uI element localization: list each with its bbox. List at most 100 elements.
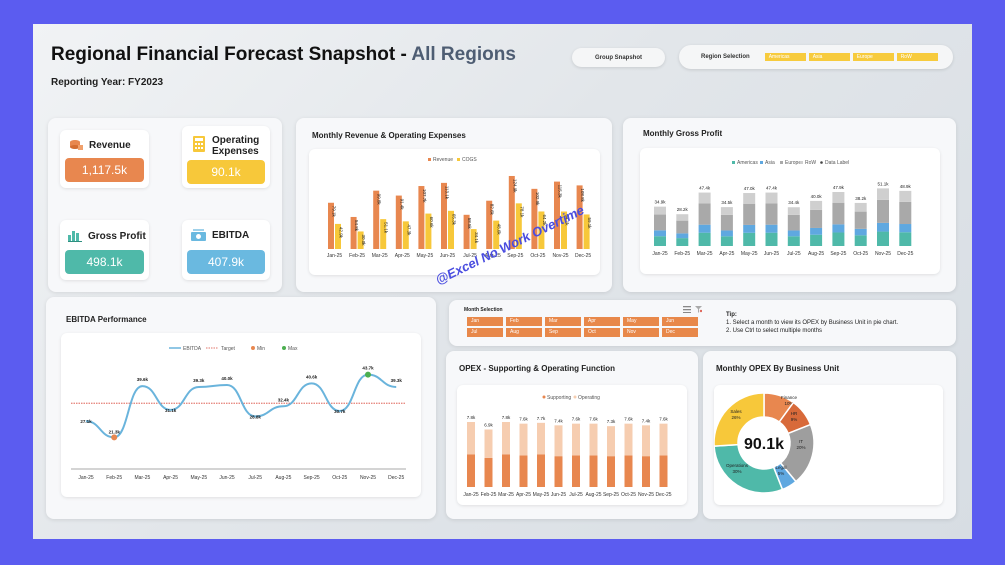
gp-americas-segment bbox=[854, 235, 867, 246]
month-button-sep[interactable]: Sep bbox=[545, 328, 581, 337]
kpi-ebitda-value: 407.9k bbox=[187, 250, 265, 274]
x-tick-label: Jun-25 bbox=[764, 251, 780, 257]
ebitda-data-label: 39.6k bbox=[137, 377, 149, 382]
gp-europe-segment bbox=[877, 199, 889, 223]
month-button-jan[interactable]: Jan bbox=[467, 317, 503, 326]
x-tick-label: Jan-25 bbox=[652, 251, 668, 257]
gp-asia-segment bbox=[877, 222, 889, 232]
month-button-nov[interactable]: Nov bbox=[623, 328, 659, 337]
gp-americas-segment bbox=[720, 236, 733, 246]
legend-revenue-label: Revenue bbox=[433, 157, 453, 163]
kpi-gross-profit: Gross Profit 498.1k bbox=[60, 220, 149, 280]
max-marker bbox=[365, 371, 371, 378]
month-button-apr[interactable]: Apr bbox=[584, 317, 620, 326]
cogs-bar bbox=[357, 231, 364, 249]
revenue-data-label: 102.9k bbox=[535, 192, 540, 206]
region-asia[interactable]: Asia bbox=[808, 53, 850, 61]
x-tick-label: Sep-25 bbox=[507, 253, 523, 259]
revenue-data-label: 54.8k bbox=[354, 220, 359, 232]
revenue-bar bbox=[395, 195, 402, 249]
opex-total-label: 7.6k bbox=[624, 417, 633, 422]
x-tick-label: Jun-25 bbox=[219, 475, 235, 481]
x-tick-label: May-25 bbox=[417, 253, 434, 259]
operating-segment bbox=[537, 422, 545, 455]
legend-label: Data Label bbox=[825, 160, 849, 166]
group-snapshot-button[interactable]: Group Snapshot bbox=[572, 48, 665, 67]
slice-name-label: HR bbox=[791, 411, 798, 416]
region-europe[interactable]: Europe bbox=[852, 53, 894, 61]
opex-total-label: 7.6k bbox=[519, 417, 528, 422]
gp-total-label: 51.1k bbox=[877, 181, 889, 186]
opex-total-label: 7.6k bbox=[572, 417, 581, 422]
kpi-revenue-value: 1,117.5k bbox=[65, 158, 144, 182]
gp-row-segment bbox=[854, 202, 867, 212]
revenue-data-label: 113.1k bbox=[445, 186, 450, 200]
x-tick-label: Oct-25 bbox=[621, 492, 636, 498]
supporting-segment bbox=[502, 454, 510, 487]
supporting-segment bbox=[484, 457, 493, 487]
x-tick-label: Mar-25 bbox=[498, 492, 514, 498]
month-button-mar[interactable]: Mar bbox=[545, 317, 581, 326]
month-button-may[interactable]: May bbox=[623, 317, 659, 326]
month-button-dec[interactable]: Dec bbox=[662, 328, 698, 337]
cogs-bar bbox=[583, 214, 590, 249]
opex-total-label: 6.9k bbox=[484, 423, 493, 428]
supporting-segment bbox=[467, 454, 475, 487]
clear-filter-icon[interactable] bbox=[695, 306, 702, 313]
x-tick-label: Nov-25 bbox=[638, 492, 654, 498]
x-tick-label: Dec-25 bbox=[655, 492, 671, 498]
legend-label: RoW bbox=[805, 160, 816, 166]
gross-profit-title: Monthly Gross Profit bbox=[643, 129, 723, 138]
legend-max-dot bbox=[282, 346, 286, 350]
cogs-bar bbox=[380, 219, 387, 249]
gp-americas-segment bbox=[698, 232, 711, 246]
opex-bu-title: Monthly OPEX By Business Unit bbox=[716, 364, 840, 373]
month-button-jul[interactable]: Jul bbox=[467, 328, 503, 337]
gp-total-label: 40.0k bbox=[811, 194, 823, 199]
gp-europe-segment bbox=[654, 214, 666, 231]
gp-total-label: 38.2k bbox=[855, 196, 867, 201]
revenue-bar bbox=[531, 188, 538, 249]
slice-pct-label: 30% bbox=[732, 469, 741, 474]
revenue-expense-chart-area: Revenue COGS 79.1k 42.9k Jan-25 54.8k 30.0k Feb… bbox=[309, 149, 600, 275]
month-button-jun[interactable]: Jun bbox=[662, 317, 698, 326]
cogs-data-label: 42.9k bbox=[339, 227, 344, 239]
tip-box: Tip: 1. Select a month to view its OPEX … bbox=[726, 311, 898, 335]
region-selection-slicer: Region Selection Americas Asia Europe Ro… bbox=[679, 45, 953, 69]
gp-europe-segment bbox=[676, 220, 689, 234]
gp-europe-segment bbox=[765, 203, 778, 225]
revenue-data-label: 107.7k bbox=[422, 189, 427, 203]
region-americas[interactable]: Americas bbox=[764, 53, 806, 61]
revenue-data-label: 79.1k bbox=[332, 206, 337, 218]
month-button-oct[interactable]: Oct bbox=[584, 328, 620, 337]
ebitda-card: EBITDA Performance EBITDA Target Min Max 27.… bbox=[46, 297, 436, 519]
opex-bu-card: Monthly OPEX By Business Unit Finance 10%… bbox=[703, 351, 956, 519]
gp-americas-segment bbox=[810, 234, 823, 246]
region-row[interactable]: RoW bbox=[896, 53, 938, 61]
slice-name-label: Operations bbox=[726, 463, 749, 468]
revenue-bar bbox=[373, 190, 380, 249]
gp-europe-segment bbox=[832, 202, 845, 225]
cogs-data-label: 34.1k bbox=[474, 232, 479, 244]
cogs-bar bbox=[335, 223, 341, 249]
cogs-data-label: 51.1k bbox=[384, 222, 389, 234]
kpi-opex: Operating Expenses 90.1k bbox=[182, 126, 270, 188]
legend-min-label: Min bbox=[257, 346, 265, 352]
operating-segment bbox=[642, 425, 650, 457]
month-button-feb[interactable]: Feb bbox=[506, 317, 542, 326]
revenue-bar bbox=[441, 182, 447, 249]
cogs-bar bbox=[538, 211, 545, 249]
x-tick-label: Mar-25 bbox=[134, 475, 150, 481]
gross-profit-chart-area: Americas Asia Europe RoW Data Label 34.9k Jan-… bbox=[640, 148, 940, 274]
cogs-bar bbox=[515, 203, 522, 249]
ebitda-data-label: 21.3k bbox=[109, 429, 121, 434]
month-button-aug[interactable]: Aug bbox=[506, 328, 542, 337]
gp-asia-segment bbox=[720, 230, 733, 237]
gp-row-segment bbox=[654, 206, 666, 215]
slice-name-label: Sales bbox=[730, 409, 742, 414]
x-tick-label: Nov-25 bbox=[552, 253, 568, 259]
supporting-segment bbox=[537, 454, 545, 487]
ebitda-data-label: 40.6k bbox=[306, 374, 318, 379]
multi-select-icon[interactable] bbox=[683, 306, 691, 313]
